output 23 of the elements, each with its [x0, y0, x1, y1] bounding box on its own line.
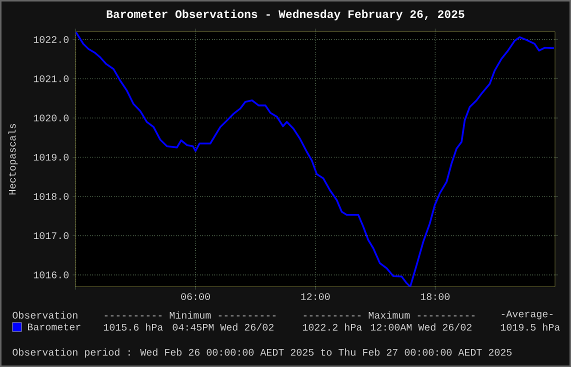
text: Observation [12, 311, 78, 319]
x-tick-label: 06:00 [181, 293, 210, 300]
y-tick-label: 1016.0 [34, 272, 69, 278]
legend-label: Barometer [28, 324, 80, 330]
text: ---------- Maximum ---------- [304, 311, 475, 319]
text: 04:45PM Wed 26/02 [172, 323, 274, 331]
y-tick-label: 1019.0 [34, 154, 69, 161]
y-tick-label: 1021.0 [34, 75, 69, 82]
chart-title: Barometer Observations - Wednesday February 26, 2025 [106, 10, 464, 20]
x-tick-label: 18:00 [420, 293, 450, 300]
y-axis-title: Hectopascals [8, 124, 18, 194]
text: 1022.2 hPa [302, 323, 362, 331]
x-tick-label: 12:00 [301, 293, 330, 300]
y-tick-label: 1017.0 [34, 232, 69, 240]
y-tick-label: 1018.0 [34, 193, 69, 200]
text: ---------- Minimum ---------- [104, 311, 276, 319]
text: Observation period : Wed Feb 26 00:00:00 AEDT 2025 to Thu Feb 27 00:00:00 AEDT 2025 [12, 348, 512, 358]
text: 1019.5 hPa [500, 323, 560, 331]
y-tick-label: 1020.0 [34, 114, 69, 122]
text: 1015.6 hPa [104, 323, 163, 331]
y-tick-label: 1022.0 [34, 36, 69, 43]
text: -Average- [502, 310, 553, 320]
text: 12:00AM Wed 26/02 [370, 323, 472, 331]
